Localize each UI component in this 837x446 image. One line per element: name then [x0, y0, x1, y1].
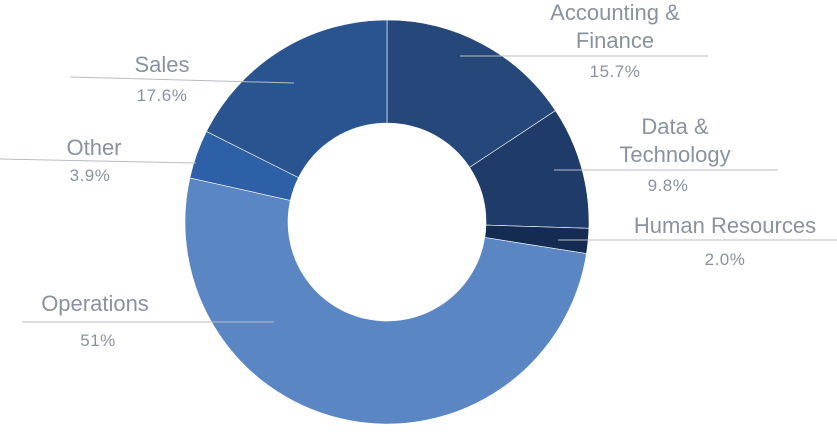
slice-accounting-finance — [386, 19, 556, 168]
leader-line-sales — [69, 76, 295, 84]
slice-label-human-resources: Human Resources — [634, 213, 816, 238]
slice-label-sales: Sales — [134, 52, 189, 77]
slice-label-data-technology-line1: Data & — [641, 114, 709, 139]
slice-value-human-resources: 2.0% — [705, 250, 746, 269]
slice-label-data-technology-line2: Technology — [619, 142, 730, 167]
slice-value-sales: 17.6% — [137, 86, 188, 105]
slice-value-accounting-finance: 15.7% — [590, 62, 641, 81]
slice-label-operations: Operations — [41, 291, 149, 316]
slice-operations — [184, 177, 587, 425]
slice-label-accounting-finance-line1: Accounting & — [550, 0, 680, 25]
slice-labels: Accounting & Finance 15.7% Data & Technology… — [41, 0, 816, 350]
slice-value-data-technology: 9.8% — [648, 176, 689, 195]
slice-sales — [206, 19, 388, 179]
slice-label-other: Other — [66, 135, 121, 160]
slice-label-accounting-finance-line2: Finance — [576, 28, 654, 53]
slice-value-operations: 51% — [80, 331, 116, 350]
donut-slices — [184, 19, 590, 425]
leader-line-other — [0, 158, 197, 164]
leader-lines — [0, 55, 837, 323]
slice-value-other: 3.9% — [70, 166, 111, 185]
